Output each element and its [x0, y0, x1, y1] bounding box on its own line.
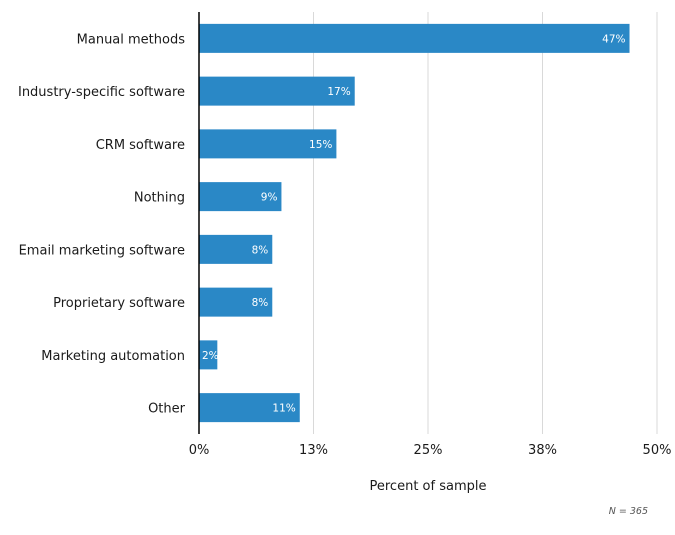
- bar: [199, 76, 355, 106]
- category-label: Manual methods: [77, 32, 186, 47]
- gridlines: [313, 12, 658, 434]
- category-label: Industry-specific software: [18, 85, 185, 100]
- bar: [199, 234, 273, 264]
- category-label: Other: [148, 402, 186, 417]
- x-tick-label: 0%: [189, 443, 210, 458]
- category-label: Proprietary software: [53, 296, 185, 311]
- bar: [199, 129, 337, 159]
- data-label: 47%: [602, 33, 625, 45]
- category-labels: Manual methods Industry-specific software…: [18, 32, 186, 416]
- category-label: Marketing automation: [41, 349, 185, 364]
- category-label: Email marketing software: [19, 243, 185, 258]
- bar: [199, 23, 630, 53]
- x-tick-labels: 0% 13% 25% 38% 50%: [189, 443, 672, 458]
- bar: [199, 287, 273, 317]
- x-tick-label: 50%: [643, 443, 672, 458]
- bar: [199, 182, 282, 212]
- bars: 47% 17% 15% 9% 8% 8% 2% 11%: [199, 23, 630, 423]
- x-axis-title: Percent of sample: [370, 479, 487, 494]
- data-label: 2%: [202, 350, 219, 362]
- x-tick-label: 13%: [299, 443, 328, 458]
- x-tick-label: 38%: [528, 443, 557, 458]
- bar: [199, 340, 218, 370]
- data-label: 8%: [252, 244, 269, 256]
- category-label: CRM software: [96, 138, 185, 153]
- bar: [199, 393, 300, 423]
- sample-size-note: N = 365: [609, 506, 648, 517]
- data-label: 15%: [309, 139, 332, 151]
- data-label: 17%: [327, 86, 350, 98]
- x-tick-label: 25%: [414, 443, 443, 458]
- data-label: 8%: [252, 297, 269, 309]
- data-label: 9%: [261, 192, 278, 204]
- category-label: Nothing: [134, 191, 185, 206]
- data-label: 11%: [272, 403, 295, 415]
